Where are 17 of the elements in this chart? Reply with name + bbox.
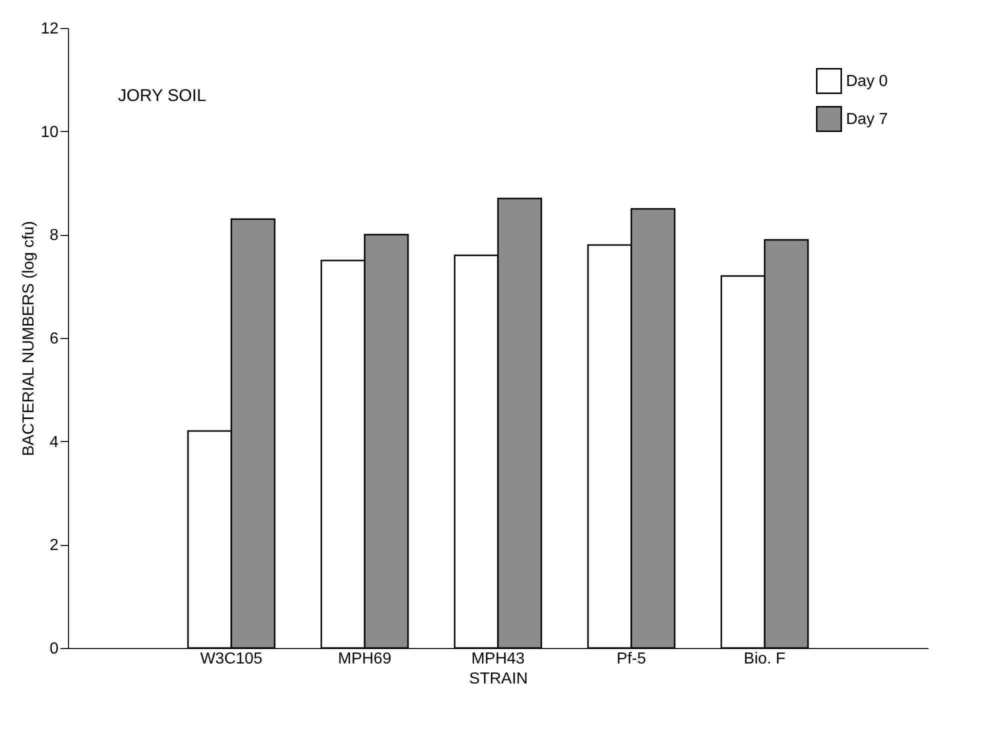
x-tick-label: MPH43 — [471, 650, 525, 668]
x-tick-label: Bio. F — [744, 650, 786, 668]
y-tick-label: 6 — [50, 330, 59, 348]
y-tick-label: 0 — [50, 640, 59, 658]
x-tick-label: Pf-5 — [616, 650, 646, 668]
y-tick-label: 12 — [40, 20, 59, 38]
y-tick-label: 2 — [50, 537, 59, 554]
y-tick-label: 4 — [50, 434, 59, 451]
x-axis-title: STRAIN — [469, 670, 528, 688]
x-tick-label: W3C105 — [200, 650, 263, 668]
annotation: JORY SOIL — [118, 86, 206, 105]
legend-label: Day 0 — [846, 73, 888, 90]
y-axis-title: BACTERIAL NUMBERS (log cfu) — [20, 220, 38, 456]
legend-label: Day 7 — [846, 111, 888, 128]
y-tick-label: 10 — [40, 124, 59, 141]
y-tick-label: 8 — [50, 227, 59, 244]
x-tick-label: MPH69 — [338, 650, 392, 668]
